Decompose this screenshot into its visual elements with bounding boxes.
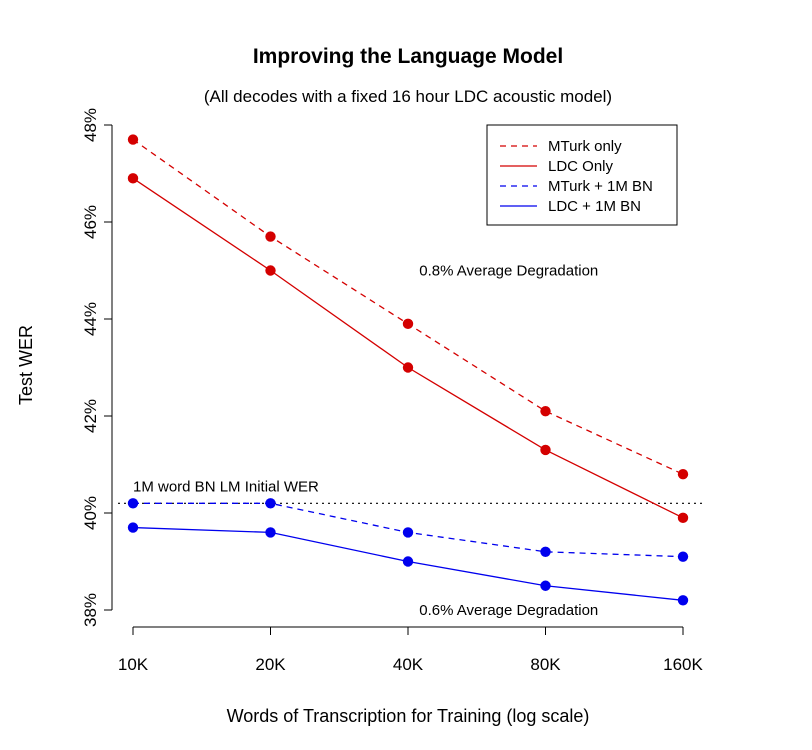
y-tick-label: 38% (81, 593, 100, 627)
y-tick-label: 44% (81, 302, 100, 336)
x-tick-label: 40K (393, 655, 424, 674)
y-axis-label: Test WER (16, 325, 36, 405)
data-point (677, 595, 689, 606)
y-tick-label: 46% (81, 205, 100, 239)
reference-line-label: 1M word BN LM Initial WER (133, 478, 319, 495)
data-point (265, 231, 276, 242)
axes: 10K 20K 40K 80K 160K 38% 40% 42% 44% 46% 48% (81, 108, 704, 674)
data-point (402, 362, 414, 373)
reference-line-group: 1M word BN LM Initial WER (118, 478, 706, 504)
data-point (402, 527, 414, 538)
legend-label: LDC + 1M BN (548, 198, 641, 215)
annotation-text: 0.6% Average Degradation (419, 602, 598, 619)
data-point (127, 498, 139, 509)
annotation-text: 0.8% Average Degradation (419, 263, 598, 280)
data-point (677, 469, 689, 480)
chart-title: Improving the Language Model (253, 45, 563, 68)
x-axis-label: Words of Transcription for Training (log… (227, 706, 590, 726)
data-point (265, 265, 276, 276)
legend-label: MTurk only (548, 138, 622, 155)
data-point (540, 405, 551, 417)
y-tick-label: 48% (81, 108, 100, 142)
x-tick-label: 160K (663, 655, 703, 674)
y-tick-label: 42% (81, 399, 100, 433)
x-tick-label: 10K (118, 655, 149, 674)
data-point (677, 551, 689, 562)
legend-label: MTurk + 1M BN (548, 178, 653, 195)
data-point (540, 546, 551, 557)
annotations: 0.8% Average Degradation 0.6% Average Deg… (419, 263, 598, 620)
x-tick-label: 20K (255, 655, 286, 674)
series-line-1 (132, 177, 684, 519)
y-tick-label: 40% (81, 496, 100, 530)
data-point (402, 318, 414, 330)
data-point (540, 580, 551, 591)
data-point (127, 173, 139, 184)
data-point (127, 522, 139, 533)
data-point (677, 512, 689, 524)
data-point (265, 498, 276, 509)
series-layer (127, 134, 689, 606)
legend-label: LDC Only (548, 158, 614, 175)
data-point (540, 444, 551, 456)
chart-subtitle: (All decodes with a fixed 16 hour LDC ac… (204, 87, 612, 106)
data-point (127, 134, 139, 145)
legend-box (486, 124, 678, 226)
legend: MTurk only LDC Only MTurk + 1M BN LDC + 1M … (486, 124, 678, 226)
data-point (265, 527, 276, 538)
data-point (402, 556, 414, 567)
x-tick-label: 80K (530, 655, 561, 674)
